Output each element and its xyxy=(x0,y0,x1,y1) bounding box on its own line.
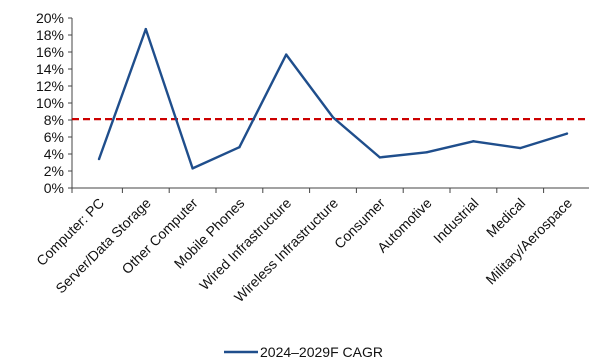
series-line xyxy=(97,27,568,170)
y-tick-label: 4% xyxy=(44,146,64,162)
data-point xyxy=(472,140,475,143)
data-point xyxy=(565,132,569,135)
data-point xyxy=(144,27,147,31)
data-point xyxy=(285,53,288,56)
data-point xyxy=(238,146,241,149)
y-tick-label: 18% xyxy=(36,27,64,43)
legend: 2024–2029F CAGR xyxy=(224,344,383,360)
y-tick-label: 6% xyxy=(44,129,64,145)
series-group xyxy=(97,27,569,170)
x-tick-label: Industrial xyxy=(430,195,481,246)
y-axis: 0%2%4%6%8%10%12%14%16%18%20% xyxy=(36,10,73,196)
y-tick-label: 0% xyxy=(44,180,64,196)
x-tick-label: Medical xyxy=(483,195,528,240)
data-point xyxy=(97,157,101,161)
data-point xyxy=(331,116,335,119)
y-tick-label: 16% xyxy=(36,44,64,60)
y-tick-label: 8% xyxy=(44,112,64,128)
y-tick-label: 20% xyxy=(36,10,64,26)
data-point xyxy=(425,151,428,154)
y-tick-label: 14% xyxy=(36,61,64,77)
data-point xyxy=(519,146,522,150)
y-tick-label: 2% xyxy=(44,163,64,179)
data-point xyxy=(191,167,194,170)
data-point xyxy=(378,156,381,159)
x-tick-label: Military/Aerospace xyxy=(482,195,575,288)
y-tick-label: 10% xyxy=(36,95,64,111)
y-tick-label: 12% xyxy=(36,78,64,94)
legend-label: 2024–2029F CAGR xyxy=(260,344,383,360)
